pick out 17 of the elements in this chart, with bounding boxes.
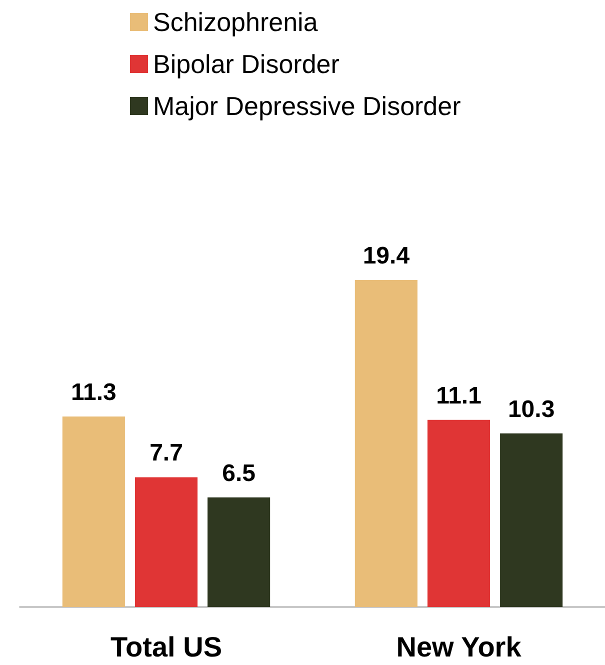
legend-label: Schizophrenia xyxy=(153,7,318,37)
x-tick-label: New York xyxy=(396,632,522,662)
bar xyxy=(134,477,198,607)
data-label: 10.3 xyxy=(508,396,555,423)
x-tick-label: Total US xyxy=(110,632,222,662)
data-label: 7.7 xyxy=(150,440,183,467)
data-label: 19.4 xyxy=(362,242,410,270)
data-label: 11.1 xyxy=(436,382,482,410)
data-label: 6.5 xyxy=(222,460,256,487)
bar xyxy=(62,416,125,607)
legend-label: Bipolar Disorder xyxy=(153,49,340,79)
bar xyxy=(354,280,418,607)
bar xyxy=(208,497,270,607)
bar xyxy=(427,420,490,607)
bar xyxy=(500,433,563,607)
legend-label: Major Depressive Disorder xyxy=(153,91,462,121)
data-label: 11.3 xyxy=(70,379,116,406)
